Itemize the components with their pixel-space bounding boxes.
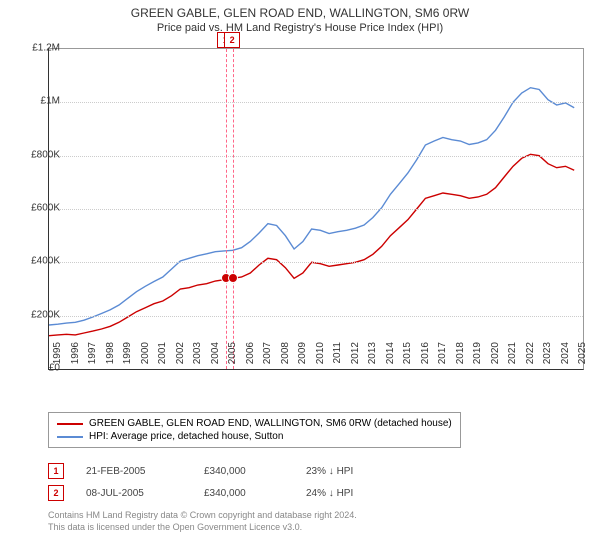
- legend: GREEN GABLE, GLEN ROAD END, WALLINGTON, …: [48, 412, 461, 448]
- footer-line: Contains HM Land Registry data © Crown c…: [48, 510, 357, 522]
- x-axis-label: 2021: [507, 342, 518, 372]
- plot-area: [48, 48, 584, 370]
- x-axis-label: 2002: [175, 342, 186, 372]
- x-axis-label: 2013: [367, 342, 378, 372]
- x-axis-label: 2006: [245, 342, 256, 372]
- sales-date: 08-JUL-2005: [86, 488, 182, 499]
- x-axis-label: 2007: [262, 342, 273, 372]
- x-axis-label: 2016: [420, 342, 431, 372]
- series-line-hpi: [49, 88, 574, 325]
- x-axis-label: 2009: [297, 342, 308, 372]
- title-block: GREEN GABLE, GLEN ROAD END, WALLINGTON, …: [0, 0, 600, 34]
- series-line-price_paid: [49, 154, 574, 335]
- x-axis-label: 1995: [52, 342, 63, 372]
- x-axis-label: 2018: [455, 342, 466, 372]
- legend-swatch: [57, 423, 83, 425]
- y-axis-label: £200K: [12, 309, 60, 320]
- chart-container: GREEN GABLE, GLEN ROAD END, WALLINGTON, …: [0, 0, 600, 560]
- x-axis-label: 2000: [140, 342, 151, 372]
- x-axis-label: 2004: [210, 342, 221, 372]
- x-axis-label: 2012: [350, 342, 361, 372]
- y-axis-label: £400K: [12, 256, 60, 267]
- x-axis-label: 2020: [490, 342, 501, 372]
- marker-label-box: 2: [224, 32, 240, 48]
- sales-delta: 24% ↓ HPI: [306, 488, 386, 499]
- x-axis-label: 2010: [315, 342, 326, 372]
- x-axis-label: 2001: [157, 342, 168, 372]
- legend-label: GREEN GABLE, GLEN ROAD END, WALLINGTON, …: [89, 418, 452, 429]
- sales-index-box: 1: [48, 463, 64, 479]
- x-axis-label: 1999: [122, 342, 133, 372]
- x-axis-label: 2019: [472, 342, 483, 372]
- x-axis-label: 2017: [437, 342, 448, 372]
- x-axis-label: 2003: [192, 342, 203, 372]
- chart-title: GREEN GABLE, GLEN ROAD END, WALLINGTON, …: [0, 6, 600, 20]
- sales-row: 2 08-JUL-2005 £340,000 24% ↓ HPI: [48, 482, 386, 504]
- legend-swatch: [57, 436, 83, 438]
- footer-line: This data is licensed under the Open Gov…: [48, 522, 357, 534]
- sales-date: 21-FEB-2005: [86, 466, 182, 477]
- legend-label: HPI: Average price, detached house, Sutt…: [89, 431, 283, 442]
- y-axis-label: £1M: [12, 96, 60, 107]
- legend-item: GREEN GABLE, GLEN ROAD END, WALLINGTON, …: [57, 417, 452, 430]
- legend-item: HPI: Average price, detached house, Sutt…: [57, 430, 452, 443]
- x-axis-label: 2025: [577, 342, 588, 372]
- sales-delta: 23% ↓ HPI: [306, 466, 386, 477]
- x-axis-label: 2022: [525, 342, 536, 372]
- x-axis-label: 2005: [227, 342, 238, 372]
- sales-index-box: 2: [48, 485, 64, 501]
- chart-subtitle: Price paid vs. HM Land Registry's House …: [0, 22, 600, 34]
- x-axis-label: 2024: [560, 342, 571, 372]
- x-axis-label: 2011: [332, 342, 343, 372]
- x-axis-label: 1996: [70, 342, 81, 372]
- y-axis-label: £600K: [12, 203, 60, 214]
- sales-table: 1 21-FEB-2005 £340,000 23% ↓ HPI 2 08-JU…: [48, 460, 386, 504]
- x-axis-label: 1997: [87, 342, 98, 372]
- x-axis-label: 2015: [402, 342, 413, 372]
- x-axis-label: 1998: [105, 342, 116, 372]
- sales-row: 1 21-FEB-2005 £340,000 23% ↓ HPI: [48, 460, 386, 482]
- sales-price: £340,000: [204, 488, 284, 499]
- y-axis-label: £800K: [12, 149, 60, 160]
- footer: Contains HM Land Registry data © Crown c…: [48, 510, 357, 533]
- x-axis-label: 2023: [542, 342, 553, 372]
- x-axis-label: 2014: [385, 342, 396, 372]
- sales-price: £340,000: [204, 466, 284, 477]
- x-axis-label: 2008: [280, 342, 291, 372]
- y-axis-label: £1.2M: [12, 43, 60, 54]
